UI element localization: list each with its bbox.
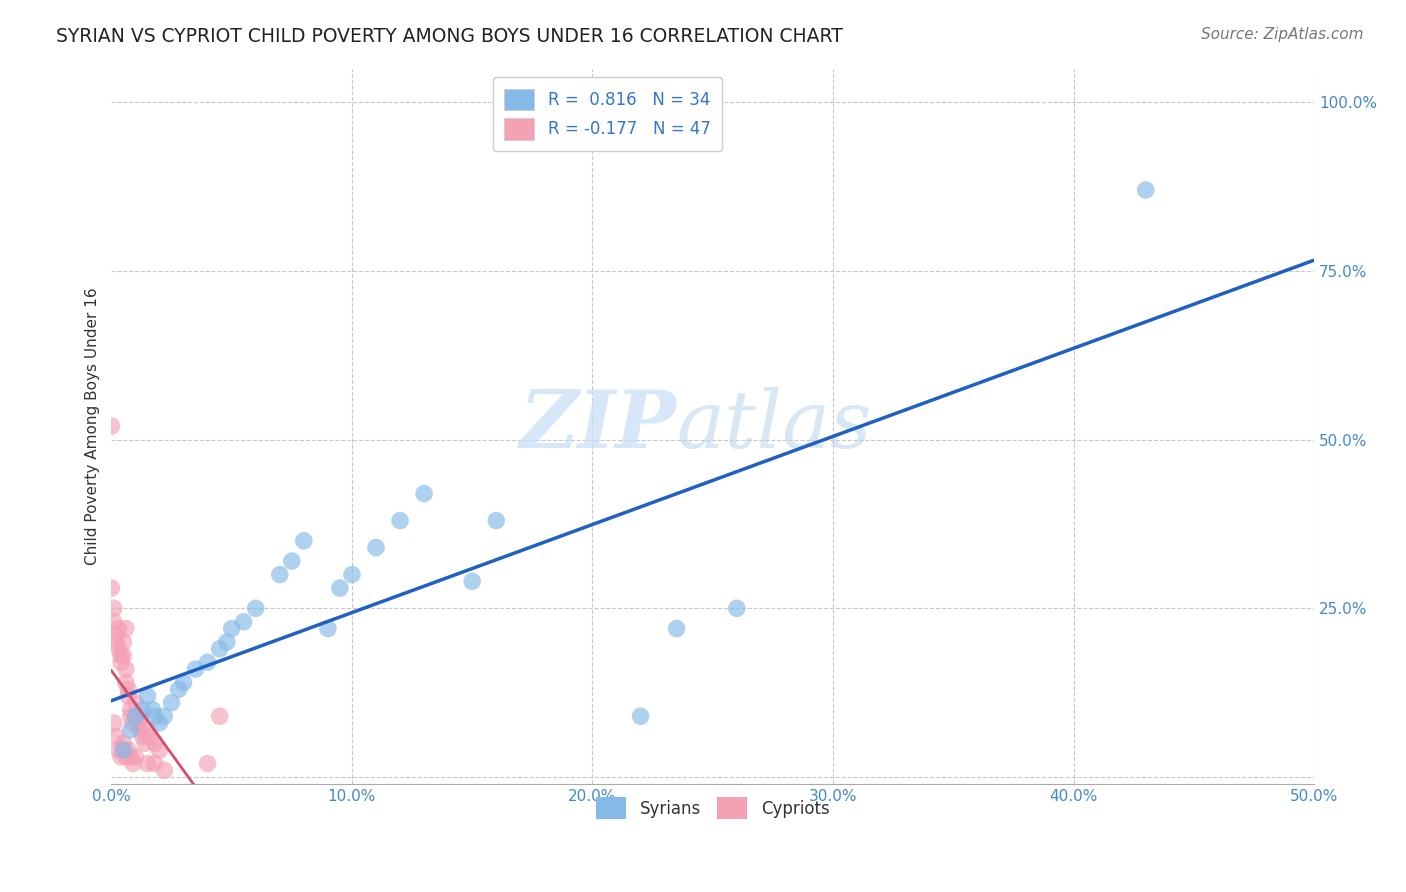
Point <box>143 709 166 723</box>
Point <box>124 709 146 723</box>
Point <box>136 756 159 771</box>
Point <box>124 709 146 723</box>
Point <box>112 743 135 757</box>
Point <box>115 622 138 636</box>
Point <box>112 635 135 649</box>
Point <box>103 615 125 629</box>
Point <box>139 730 162 744</box>
Point <box>630 709 652 723</box>
Point <box>103 716 125 731</box>
Point <box>107 622 129 636</box>
Point <box>665 622 688 636</box>
Point <box>173 675 195 690</box>
Point <box>316 622 339 636</box>
Point <box>120 702 142 716</box>
Point <box>197 756 219 771</box>
Point <box>122 716 145 731</box>
Point <box>136 689 159 703</box>
Text: atlas: atlas <box>676 387 872 465</box>
Point <box>131 730 153 744</box>
Point <box>103 601 125 615</box>
Point <box>269 567 291 582</box>
Point <box>117 689 139 703</box>
Point <box>129 723 152 737</box>
Point <box>413 486 436 500</box>
Point <box>160 696 183 710</box>
Point <box>131 702 153 716</box>
Point <box>461 574 484 589</box>
Point <box>107 641 129 656</box>
Point <box>197 655 219 669</box>
Point <box>105 628 128 642</box>
Point <box>105 635 128 649</box>
Y-axis label: Child Poverty Among Boys Under 16: Child Poverty Among Boys Under 16 <box>86 287 100 565</box>
Point <box>110 648 132 663</box>
Point <box>124 749 146 764</box>
Point <box>148 743 170 757</box>
Legend: Syrians, Cypriots: Syrians, Cypriots <box>589 790 837 825</box>
Point <box>329 581 352 595</box>
Point <box>725 601 748 615</box>
Point <box>215 635 238 649</box>
Text: SYRIAN VS CYPRIOT CHILD POVERTY AMONG BOYS UNDER 16 CORRELATION CHART: SYRIAN VS CYPRIOT CHILD POVERTY AMONG BO… <box>56 27 844 45</box>
Point <box>281 554 304 568</box>
Point <box>117 682 139 697</box>
Text: Source: ZipAtlas.com: Source: ZipAtlas.com <box>1201 27 1364 42</box>
Point <box>148 716 170 731</box>
Point <box>129 709 152 723</box>
Point <box>232 615 254 629</box>
Point <box>112 736 135 750</box>
Point <box>208 709 231 723</box>
Point <box>117 743 139 757</box>
Point <box>124 696 146 710</box>
Point <box>120 749 142 764</box>
Point <box>120 723 142 737</box>
Point <box>340 567 363 582</box>
Point <box>127 716 149 731</box>
Point <box>115 662 138 676</box>
Point <box>100 419 122 434</box>
Point <box>122 756 145 771</box>
Point <box>112 743 135 757</box>
Point <box>112 648 135 663</box>
Point <box>167 682 190 697</box>
Point <box>1135 183 1157 197</box>
Point <box>136 723 159 737</box>
Point <box>134 736 156 750</box>
Point <box>115 675 138 690</box>
Point <box>143 736 166 750</box>
Point <box>107 743 129 757</box>
Point <box>110 655 132 669</box>
Point <box>153 709 176 723</box>
Point <box>143 756 166 771</box>
Point <box>120 709 142 723</box>
Point <box>389 514 412 528</box>
Point <box>485 514 508 528</box>
Point <box>141 702 163 716</box>
Point <box>105 730 128 744</box>
Point <box>292 533 315 548</box>
Point <box>364 541 387 555</box>
Point <box>208 641 231 656</box>
Point <box>184 662 207 676</box>
Point <box>115 749 138 764</box>
Point <box>153 763 176 777</box>
Point <box>245 601 267 615</box>
Text: ZIP: ZIP <box>520 387 676 465</box>
Point <box>110 749 132 764</box>
Point <box>100 581 122 595</box>
Point <box>221 622 243 636</box>
